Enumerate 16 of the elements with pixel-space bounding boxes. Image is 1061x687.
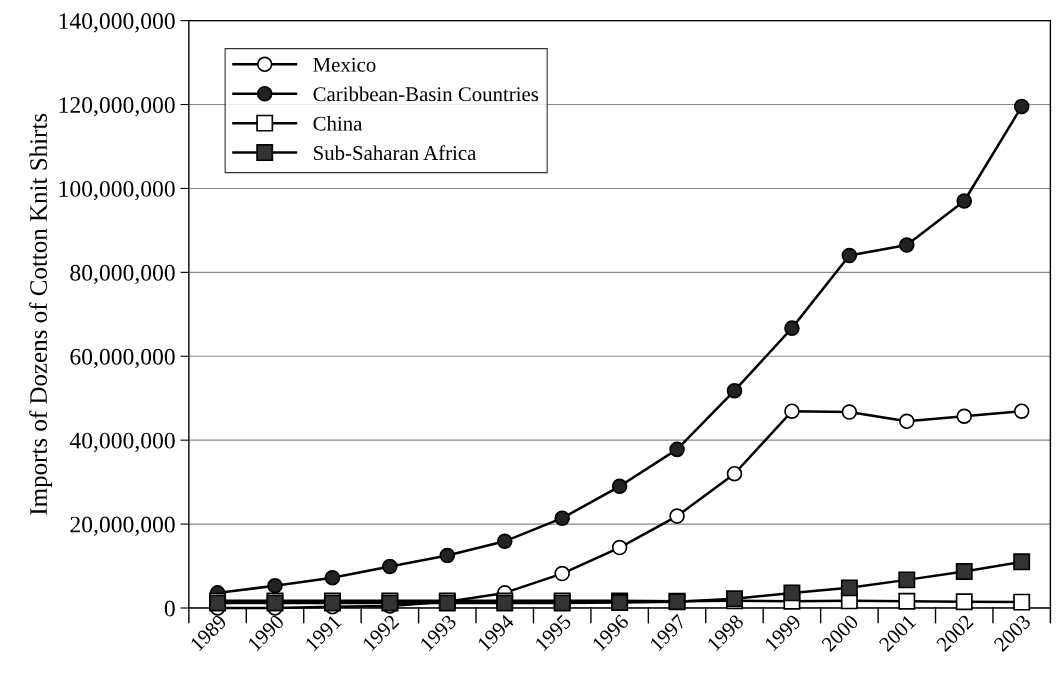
y-tick-label: 120,000,000 bbox=[59, 97, 175, 117]
legend-label: Mexico bbox=[313, 57, 376, 72]
y-tick-label: 60,000,000 bbox=[70, 348, 175, 369]
y-tick-label: 140,000,000 bbox=[59, 13, 175, 33]
legend-label: China bbox=[313, 115, 363, 131]
y-tick-label: 40,000,000 bbox=[69, 432, 175, 452]
y-tick-label: 0 bbox=[164, 600, 175, 617]
x-tick-label: 1989 bbox=[189, 613, 228, 652]
y-axis-title: Imports of Dozens of Cotton Knit Shirts bbox=[29, 113, 53, 515]
x-tick-label: 1991 bbox=[304, 614, 342, 652]
y-tick-label: 80,000,000 bbox=[70, 264, 175, 285]
legend-label: Caribbean-Basin Countries bbox=[313, 86, 539, 102]
y-tick-label: 100,000,000 bbox=[59, 180, 175, 201]
x-tick-label: 1993 bbox=[419, 613, 458, 652]
y-tick-label: 20,000,000 bbox=[70, 516, 175, 536]
legend-label: Sub-Saharan Africa bbox=[314, 145, 477, 161]
